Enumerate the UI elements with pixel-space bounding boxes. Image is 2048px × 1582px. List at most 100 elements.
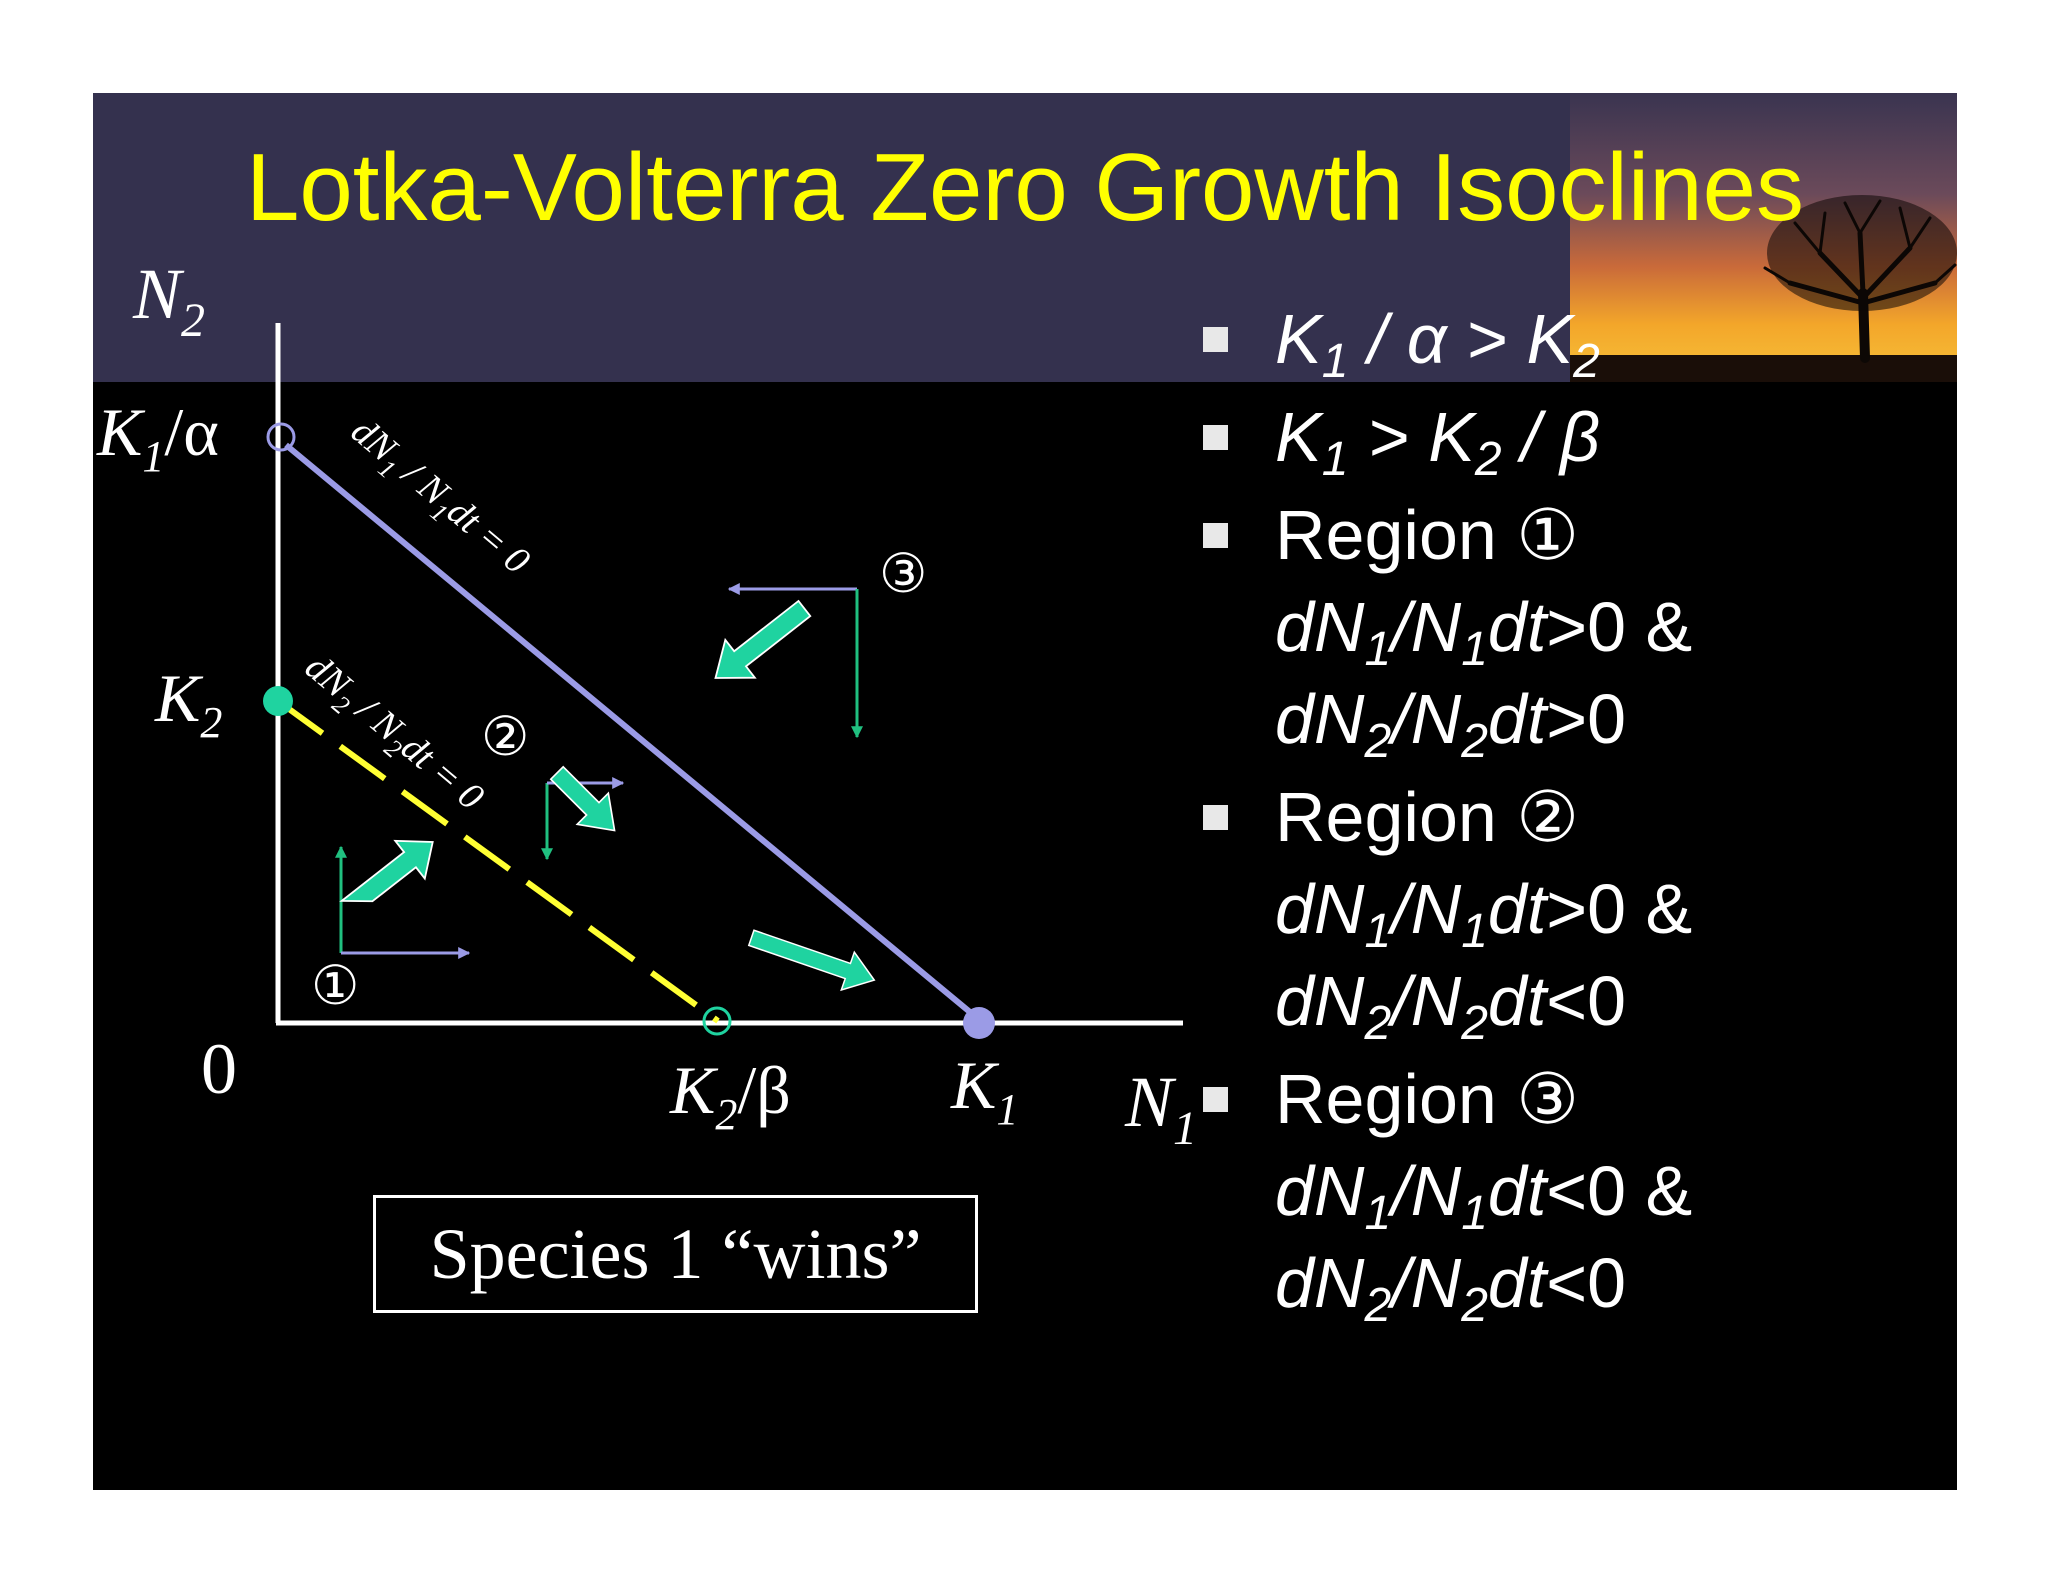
bullet-text: K [1275, 300, 1322, 378]
bullet-text: dN [1275, 1244, 1365, 1322]
bullet-line: dN1/N1dt>0 & [1275, 863, 1943, 956]
bullet-text: dt [1487, 588, 1547, 666]
origin-label: 0 [201, 1029, 237, 1109]
sunset-tree-image [1570, 93, 1957, 382]
subscript: 1 [1461, 1187, 1488, 1240]
bullet-text: /N [1391, 680, 1462, 758]
subscript: 1 [1461, 623, 1488, 676]
x-axis-label: N1 [1124, 1062, 1197, 1155]
subscript-wrap: 2 [1461, 1244, 1488, 1330]
subscript: 1 [1364, 1187, 1392, 1240]
subscript-wrap: 1 [1322, 398, 1349, 484]
k2-beta-point [702, 1006, 732, 1036]
bullet-marker [1203, 523, 1228, 548]
subscript-wrap: 2 [1573, 300, 1600, 386]
bullet-list: K1 / α > K2 K1 > K2 / β Region ① dN1/N1dt>0… [1203, 293, 1943, 1335]
subscript-wrap: 2 [1364, 1244, 1391, 1330]
bullet-text: >0 & [1546, 870, 1693, 948]
bullet-text: <0 [1546, 962, 1627, 1040]
bullet-item: K1 > K2 / β [1203, 391, 1943, 484]
bullet-line: dN2/N2dt<0 [1275, 1237, 1943, 1330]
subscript-wrap: 1 [1461, 1152, 1488, 1238]
isocline-1-label: dN1 / N1dt = 0 [339, 410, 538, 588]
bullet-text: dN [1275, 680, 1365, 758]
bullet-text: dt [1487, 1152, 1547, 1230]
k2-label: K2 [154, 660, 222, 747]
bullet-text: /N [1391, 588, 1462, 666]
subscript-wrap: 1 [1364, 870, 1391, 956]
slide: Lotka-Volterra Zero Growth Isoclines N2 … [93, 93, 1957, 1490]
region-3-trajectory-arrow [714, 599, 812, 679]
region-1-marker: ① [311, 954, 359, 1017]
bullet-text: dt [1487, 680, 1547, 758]
subscript: 1 [1321, 433, 1349, 486]
subscript: 2 [1461, 715, 1488, 768]
bullet-text: /N [1391, 962, 1462, 1040]
isocline-species-1 [284, 442, 990, 1030]
bullet-text: K [1428, 398, 1475, 476]
region-3-marker: ③ [879, 542, 927, 605]
region-2-marker: ② [481, 705, 529, 768]
bullet-text: > [1348, 398, 1429, 476]
k1-trajectory-arrow [747, 929, 876, 992]
bullet-text: Region ② [1275, 778, 1580, 856]
subscript: 2 [1573, 335, 1600, 388]
isocline-species-2 [276, 698, 720, 1024]
region-1-trajectory-arrow [339, 839, 434, 903]
bullet-text: / β [1501, 398, 1600, 476]
bullet-item: Region ③ dN1/N1dt<0 & dN2/N2dt<0 [1203, 1053, 1943, 1330]
bullet-line: Region ② [1275, 771, 1943, 863]
bullet-text: >0 & [1546, 588, 1693, 666]
bullet-text: <0 [1546, 1244, 1627, 1322]
subscript-wrap: 2 [1461, 962, 1488, 1048]
bullet-text: dN [1275, 588, 1365, 666]
isocline-diagram: N2 N1 0 K1/α K2 K2/β K1 dN1 / N1dt = 0 d… [96, 254, 1197, 1155]
subscript-wrap: 1 [1322, 300, 1349, 386]
subscript: 2 [1364, 997, 1392, 1050]
bullet-text: /N [1391, 870, 1462, 948]
isocline-2-label: dN2 / N2dt = 0 [293, 646, 492, 824]
bullet-marker [1203, 327, 1228, 352]
subscript-wrap: 1 [1461, 870, 1488, 956]
verdict-box: Species 1 “wins” [373, 1195, 978, 1313]
bullet-line: Region ③ [1275, 1053, 1943, 1145]
subscript: 2 [1461, 1279, 1488, 1332]
k2-beta-label: K2/β [669, 1052, 791, 1139]
bullet-line: dN2/N2dt<0 [1275, 955, 1943, 1050]
bullet-text: K [1526, 300, 1574, 378]
subscript: 2 [1474, 433, 1502, 486]
subscript: 1 [1364, 623, 1392, 676]
bullet-item: Region ① dN1/N1dt>0 & dN2/N2dt>0 [1203, 489, 1943, 766]
k1-alpha-point [266, 422, 296, 452]
bullet-line: Region ① [1275, 489, 1943, 581]
subscript-wrap: 2 [1461, 680, 1488, 766]
bullet-line: K1 / α > K2 [1275, 293, 1943, 386]
region-2-trajectory-arrow [549, 765, 616, 832]
bullet-text: Region ③ [1275, 1060, 1580, 1138]
bullet-text: dN [1275, 962, 1365, 1040]
subscript-wrap: 1 [1364, 588, 1391, 674]
subscript-wrap: 2 [1475, 398, 1502, 484]
bullet-item: K1 / α > K2 [1203, 293, 1943, 386]
subscript: 2 [1364, 1279, 1392, 1332]
k1-point [963, 1007, 995, 1039]
y-axis-label: N2 [132, 254, 205, 347]
bullet-text: K [1275, 398, 1322, 476]
trajectory-arrows [339, 599, 876, 992]
bullet-text: /N [1391, 1152, 1462, 1230]
bullet-text: >0 [1546, 680, 1627, 758]
bullet-text: dt [1487, 870, 1547, 948]
bullet-line: dN1/N1dt<0 & [1275, 1145, 1943, 1240]
bullet-marker [1203, 805, 1228, 830]
subscript: 1 [1461, 905, 1488, 958]
bullet-text: /N [1391, 1244, 1462, 1322]
bullet-text: / α > [1348, 300, 1527, 378]
bullet-text: dN [1275, 1152, 1365, 1230]
subscript: 1 [1364, 905, 1392, 958]
subscript: 2 [1461, 997, 1488, 1050]
bullet-text: dN [1275, 870, 1365, 948]
bullet-line: dN1/N1dt>0 & [1275, 581, 1943, 676]
bullet-marker [1203, 425, 1228, 450]
slide-title: Lotka-Volterra Zero Growth Isoclines [246, 134, 1804, 241]
bullet-line: dN2/N2dt>0 [1275, 673, 1943, 766]
